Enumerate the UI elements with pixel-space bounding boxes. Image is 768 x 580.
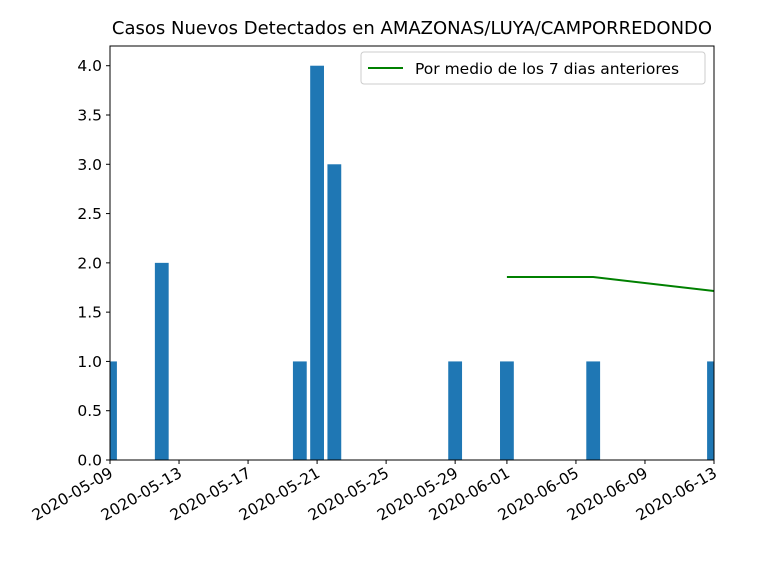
bar (586, 361, 601, 460)
series-line (506, 275, 714, 293)
y-tick-label: 3.5 (77, 107, 102, 125)
y-axis: 0.0 0.5 1.0 1.5 2.0 2.5 3.0 3.5 4.0 (77, 57, 110, 470)
chart-title: Casos Nuevos Detectados en AMAZONAS/LUYA… (112, 18, 712, 39)
y-tick-label: 4.0 (77, 57, 102, 75)
bar (310, 65, 324, 460)
y-tick-label: 2.0 (77, 254, 102, 272)
bar (707, 361, 714, 460)
line-layer (506, 275, 714, 293)
x-axis: 2020-05-092020-05-132020-05-172020-05-21… (29, 460, 720, 525)
bar (500, 361, 514, 460)
y-tick-label: 0.5 (77, 402, 102, 420)
bar (154, 262, 169, 460)
y-tick-label: 3.0 (77, 156, 102, 174)
plot-frame (109, 45, 715, 461)
bar (327, 164, 342, 460)
bar (292, 361, 307, 460)
y-tick-label: 2.5 (77, 205, 102, 223)
legend: Por medio de los 7 dias anteriores (360, 51, 706, 85)
bar (110, 361, 117, 460)
bars-layer (110, 65, 714, 460)
legend-label: Por medio de los 7 dias anteriores (415, 60, 679, 78)
y-tick-label: 1.0 (77, 353, 102, 371)
y-tick-label: 0.0 (77, 452, 102, 470)
bar (448, 361, 463, 460)
y-tick-label: 1.5 (77, 304, 102, 322)
legend-box (360, 51, 706, 85)
